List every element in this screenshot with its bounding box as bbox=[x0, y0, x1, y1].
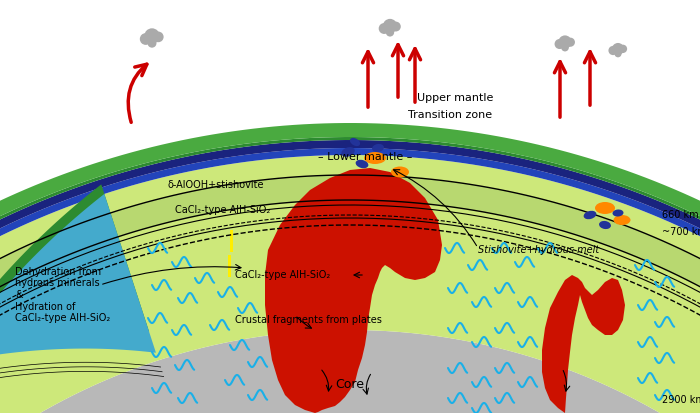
Text: Transition zone: Transition zone bbox=[408, 110, 492, 120]
Polygon shape bbox=[230, 230, 233, 252]
Text: Core: Core bbox=[335, 378, 365, 392]
Circle shape bbox=[148, 39, 157, 47]
Polygon shape bbox=[0, 155, 700, 413]
Text: 2900 km: 2900 km bbox=[662, 395, 700, 405]
Circle shape bbox=[608, 46, 617, 55]
Text: CaCl₂-type AlH-SiO₂: CaCl₂-type AlH-SiO₂ bbox=[175, 205, 270, 215]
Text: Dehydration from
hydrous minerals
&
Hydration of
CaCl₂-type AlH-SiO₂: Dehydration from hydrous minerals & Hydr… bbox=[15, 267, 111, 323]
Polygon shape bbox=[228, 255, 231, 277]
Circle shape bbox=[379, 23, 390, 34]
Polygon shape bbox=[0, 330, 700, 413]
Circle shape bbox=[612, 43, 624, 55]
Circle shape bbox=[554, 39, 565, 49]
Polygon shape bbox=[265, 168, 442, 413]
Ellipse shape bbox=[391, 166, 409, 178]
Polygon shape bbox=[0, 194, 156, 413]
Text: δ-AlOOH+stishovite: δ-AlOOH+stishovite bbox=[168, 180, 265, 190]
Ellipse shape bbox=[350, 138, 360, 146]
Circle shape bbox=[561, 44, 569, 52]
Circle shape bbox=[559, 36, 572, 49]
Polygon shape bbox=[0, 140, 700, 413]
Ellipse shape bbox=[341, 147, 355, 157]
Circle shape bbox=[140, 33, 152, 45]
Polygon shape bbox=[0, 200, 700, 413]
Circle shape bbox=[619, 45, 627, 53]
Text: 660 km: 660 km bbox=[662, 210, 699, 220]
Circle shape bbox=[383, 19, 397, 33]
Text: CaCl₂-type AlH-SiO₂: CaCl₂-type AlH-SiO₂ bbox=[235, 270, 330, 280]
Text: Stishovite+hydrous melt: Stishovite+hydrous melt bbox=[478, 245, 599, 255]
Polygon shape bbox=[0, 137, 700, 413]
Ellipse shape bbox=[584, 211, 596, 219]
Ellipse shape bbox=[613, 215, 631, 225]
Polygon shape bbox=[0, 123, 700, 413]
Text: Upper mantle: Upper mantle bbox=[416, 93, 494, 103]
Ellipse shape bbox=[364, 152, 386, 164]
Polygon shape bbox=[0, 175, 700, 413]
Ellipse shape bbox=[372, 144, 384, 152]
Ellipse shape bbox=[599, 221, 611, 229]
Circle shape bbox=[615, 50, 622, 57]
Ellipse shape bbox=[612, 209, 624, 216]
Polygon shape bbox=[0, 184, 149, 413]
Circle shape bbox=[391, 21, 401, 31]
Circle shape bbox=[153, 31, 164, 42]
Text: Crustal fragments from plates: Crustal fragments from plates bbox=[235, 315, 382, 325]
Text: – Lower mantle –: – Lower mantle – bbox=[318, 152, 412, 162]
Circle shape bbox=[566, 38, 575, 47]
Circle shape bbox=[144, 28, 160, 44]
Circle shape bbox=[386, 28, 394, 37]
Text: ~700 km: ~700 km bbox=[662, 227, 700, 237]
Ellipse shape bbox=[595, 202, 615, 214]
Ellipse shape bbox=[356, 160, 368, 168]
Polygon shape bbox=[0, 148, 700, 413]
Polygon shape bbox=[542, 275, 625, 413]
